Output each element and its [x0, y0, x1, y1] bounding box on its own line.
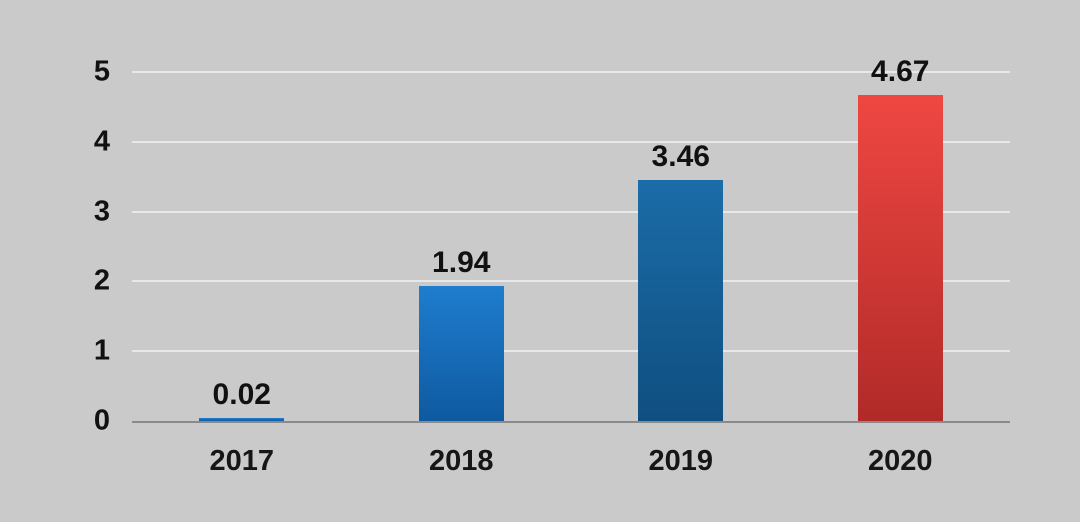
bar-slot: 0.02 — [132, 72, 352, 421]
gridline — [132, 280, 1010, 283]
x-axis-tick-label: 2018 — [428, 445, 494, 477]
x-axis-tick-label: 2017 — [209, 445, 274, 477]
y-axis-tick-label: 5 — [93, 55, 110, 88]
y-axis-tick-label: 1 — [93, 334, 110, 367]
x-axis-tick-label: 2019 — [648, 445, 713, 477]
bar-value-label: 3.46 — [651, 139, 710, 173]
gridline — [132, 140, 1010, 143]
y-axis-tick-label: 2 — [93, 264, 110, 297]
x-axis-labels: 2017 2018 2019 2020 — [132, 447, 1010, 476]
bar-slot: 4.67 — [791, 57, 1011, 421]
y-axis-tick-label: 4 — [93, 125, 110, 158]
bar-slot: 3.46 — [571, 72, 791, 421]
y-axis-tick-label: 3 — [93, 195, 110, 228]
gridline — [132, 210, 1010, 213]
bars-row: 0.02 1.94 3.46 4.67 — [132, 57, 1011, 421]
bar-2019: 3.46 — [638, 141, 724, 421]
bar-value-label: 0.02 — [212, 378, 271, 411]
bar-value-label: 1.94 — [432, 245, 491, 279]
bar-value-label: 4.67 — [871, 55, 930, 89]
x-axis-tick-label: 2020 — [867, 445, 933, 477]
gridline — [132, 71, 1010, 73]
bar-slot: 1.94 — [352, 72, 572, 421]
gridline — [132, 350, 1010, 353]
plot-area: 0.02 1.94 3.46 4.67 0 1 2 3 4 5 — [94, 57, 1011, 435]
bar-2018: 1.94 — [418, 247, 504, 421]
bar-2020: 4.67 — [857, 57, 943, 421]
bar-2017: 0.02 — [199, 380, 285, 421]
y-axis-tick-label: 0 — [93, 404, 110, 437]
